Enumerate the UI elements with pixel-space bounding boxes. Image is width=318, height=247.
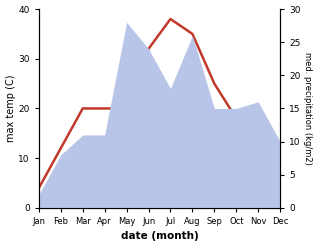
Y-axis label: max temp (C): max temp (C) [5, 75, 16, 142]
Y-axis label: med. precipitation (kg/m2): med. precipitation (kg/m2) [303, 52, 313, 165]
X-axis label: date (month): date (month) [121, 231, 198, 242]
